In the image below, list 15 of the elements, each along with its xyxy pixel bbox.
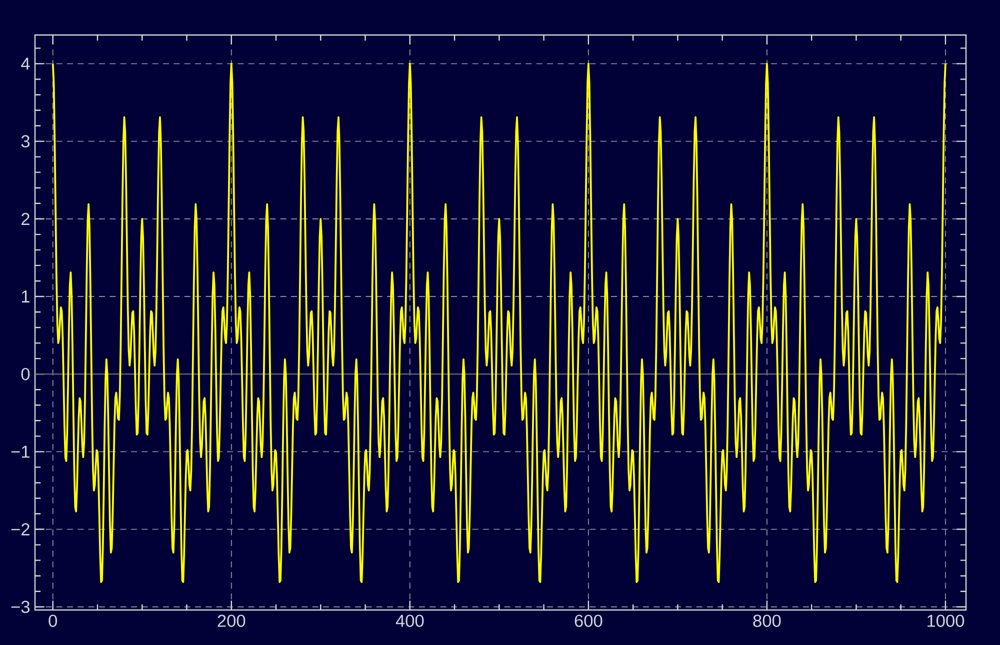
y-tick-label: 2 bbox=[22, 212, 30, 225]
line-series bbox=[52, 62, 946, 583]
x-tick-label: 400 bbox=[396, 614, 424, 627]
x-tick-label: 200 bbox=[218, 614, 246, 627]
y-tick-label: −3 bbox=[11, 600, 30, 614]
y-tick-label: 3 bbox=[21, 135, 30, 148]
y-tick-label: −2 bbox=[11, 523, 30, 536]
x-tick-label: 1000 bbox=[928, 614, 964, 627]
y-tick-label: 4 bbox=[21, 58, 30, 70]
y-tick-label: 0 bbox=[21, 368, 30, 380]
x-tick-label: 800 bbox=[753, 614, 781, 627]
x-tick-label: 0 bbox=[48, 614, 58, 627]
x-tick-label: 600 bbox=[574, 614, 602, 627]
y-tick-label: 1 bbox=[22, 290, 30, 302]
y-tick-label: −1 bbox=[11, 446, 30, 458]
